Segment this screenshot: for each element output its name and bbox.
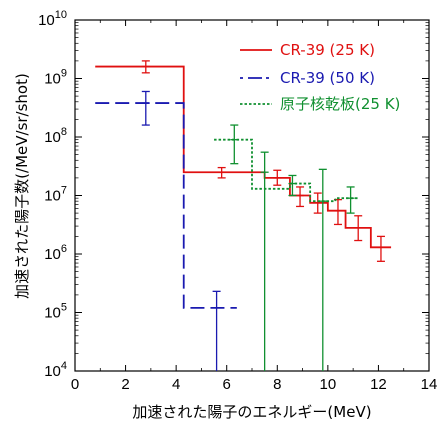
plot-frame (74, 19, 430, 372)
axis-labels: 0 2 4 6 8 10 12 14 104 105 106 107 108 109 1010 (38, 9, 437, 393)
x-tick-label: 6 (223, 376, 231, 393)
x-tick-label: 12 (370, 376, 387, 393)
histogram-line (95, 102, 237, 309)
y-tick-label: 109 (44, 68, 67, 88)
legend-label-2: CR-39 (50 K) (280, 69, 375, 87)
y-tick-label: 108 (44, 126, 67, 146)
series-2 (95, 90, 237, 371)
y-axis-label: 加速された陽子数(/MeV/sr/shot) (13, 73, 31, 299)
x-tick-label: 8 (273, 376, 281, 393)
legend: CR-39 (25 K) CR-39 (50 K) 原子核乾板(25 K) (240, 41, 400, 113)
y-tick-label: 106 (44, 243, 67, 263)
x-tick-label: 0 (71, 376, 79, 393)
x-axis-label: 加速された陽子のエネルギー(MeV) (132, 403, 371, 421)
x-tick-label: 2 (121, 376, 129, 393)
y-tick-label: 1010 (38, 9, 67, 29)
x-tick-label: 10 (320, 376, 337, 393)
plot-area (74, 19, 430, 372)
y-tick-label: 105 (44, 302, 67, 322)
histogram-line (214, 138, 359, 203)
x-tick-label: 14 (421, 376, 438, 393)
legend-label-3: 原子核乾板(25 K) (280, 95, 400, 113)
histogram-line (95, 65, 392, 249)
x-tick-label: 4 (172, 376, 180, 393)
series-1 (95, 60, 392, 262)
series-3 (214, 124, 359, 371)
y-tick-label: 107 (44, 185, 67, 205)
series-layer (95, 60, 392, 371)
y-tick-label: 104 (44, 360, 67, 380)
legend-label-1: CR-39 (25 K) (280, 41, 375, 59)
